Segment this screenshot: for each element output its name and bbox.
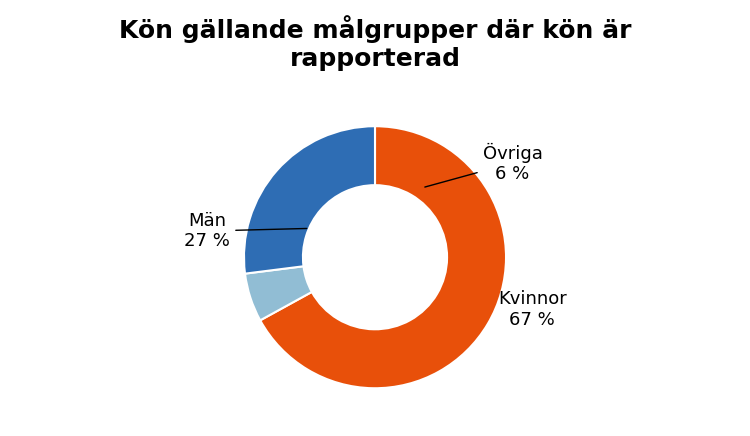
Wedge shape [244,126,375,274]
Title: Kön gällande målgrupper där kön är
rapporterad: Kön gällande målgrupper där kön är rappo… [118,15,632,71]
Wedge shape [260,126,506,388]
Wedge shape [245,266,312,320]
Text: Män
27 %: Män 27 % [184,211,307,250]
Text: Övriga
6 %: Övriga 6 % [424,143,542,187]
Text: Kvinnor
67 %: Kvinnor 67 % [498,290,566,329]
